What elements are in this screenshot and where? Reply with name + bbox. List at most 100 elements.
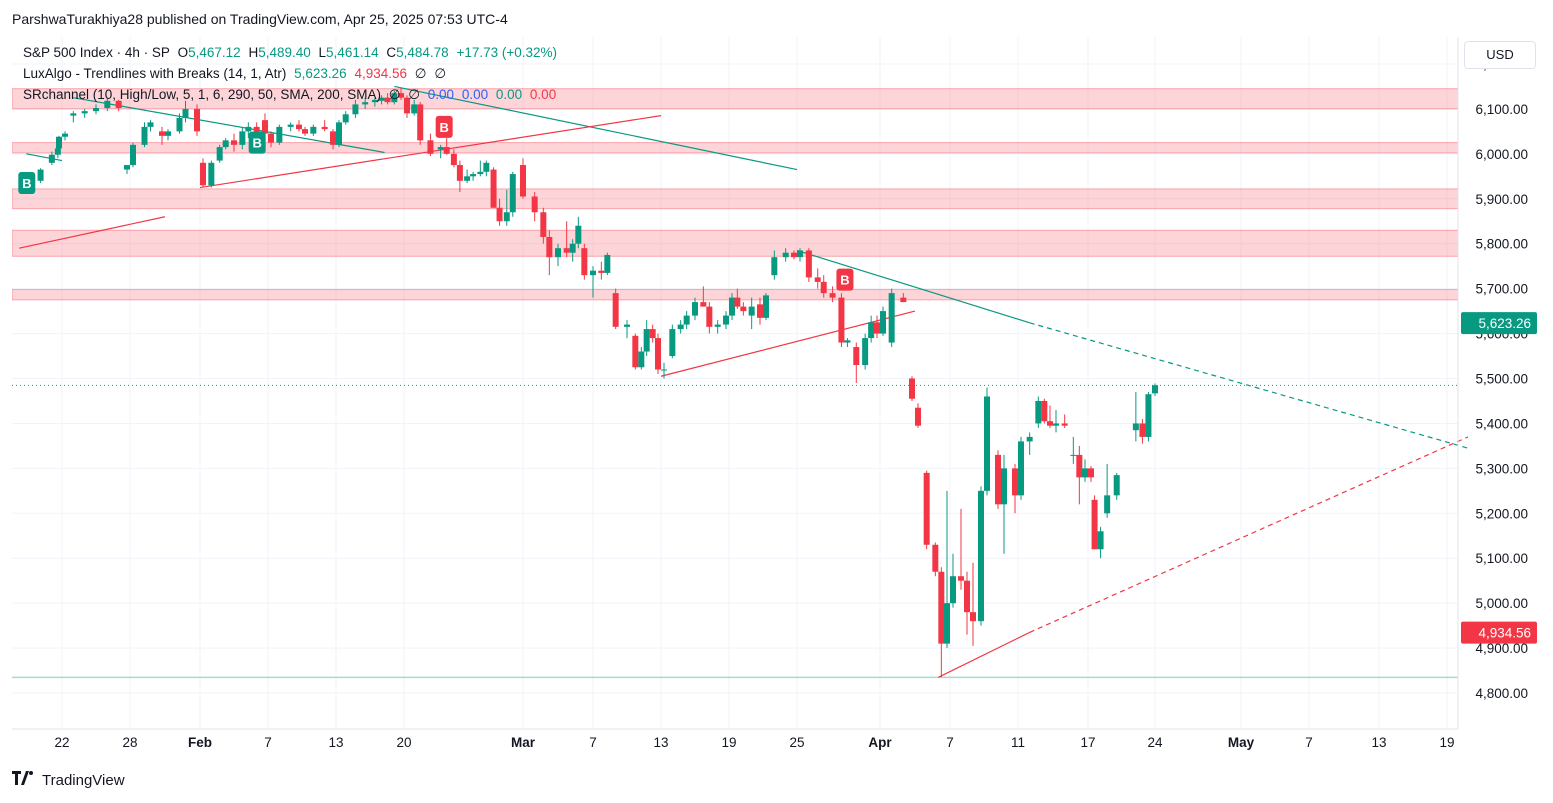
candle	[245, 126, 252, 132]
candle	[829, 293, 836, 298]
publisher-line: ParshwaTurakhiya28 published on TradingV…	[12, 11, 508, 27]
candle	[490, 169, 497, 208]
candle	[683, 315, 690, 325]
legend-high: 5,489.40	[258, 45, 311, 60]
candle	[268, 133, 274, 143]
candle	[62, 133, 68, 137]
candle	[276, 126, 283, 143]
candle	[569, 243, 576, 253]
candle	[371, 99, 378, 103]
y-tick-label: 5,000.00	[1475, 596, 1528, 611]
indicator-name[interactable]: LuxAlgo - Trendlines with Breaks (14, 1,…	[23, 66, 287, 81]
candle	[176, 117, 183, 132]
indicator-value: ∅	[408, 87, 421, 102]
candle	[575, 225, 582, 244]
candle	[1035, 400, 1042, 424]
candle	[231, 140, 237, 145]
y-tick-label: 4,900.00	[1475, 641, 1528, 656]
candle	[700, 302, 707, 307]
candle	[598, 270, 605, 273]
candle	[1076, 454, 1083, 478]
x-tick-label: 7	[946, 735, 954, 750]
candle	[456, 165, 463, 181]
price-label: 5,623.26	[1478, 316, 1531, 331]
candle	[995, 454, 1001, 505]
candle	[1001, 468, 1007, 505]
legend-indicator-luxalgo[interactable]: LuxAlgo - Trendlines with Breaks (14, 1,…	[23, 66, 450, 82]
candle	[797, 250, 803, 258]
candle	[130, 144, 136, 166]
candle	[216, 147, 223, 161]
candle	[563, 248, 570, 253]
x-tick-label: 25	[789, 735, 804, 750]
x-tick-label: 13	[1371, 735, 1386, 750]
tradingview-logo[interactable]: TradingView	[12, 771, 125, 790]
candle	[509, 174, 516, 213]
candle	[604, 254, 611, 273]
break-label-text: B	[22, 176, 31, 191]
candle	[1053, 423, 1059, 426]
candle	[296, 124, 302, 130]
candle	[984, 396, 990, 491]
candle	[503, 212, 510, 222]
candle	[748, 306, 755, 316]
uptrend-line	[660, 310, 916, 377]
candle	[958, 576, 964, 581]
candle	[805, 250, 812, 278]
legend-o-label: O	[177, 45, 189, 60]
y-tick-label: 6,100.00	[1475, 102, 1528, 117]
uptrend-line	[19, 216, 166, 249]
y-tick-label: 5,400.00	[1475, 416, 1528, 431]
candle	[932, 544, 939, 572]
x-tick-label: 20	[396, 735, 411, 750]
candle	[56, 136, 62, 149]
candle	[1026, 436, 1033, 442]
candle	[692, 302, 698, 316]
legend-indicator-srchannel[interactable]: SRchannel (10, High/Low, 5, 1, 6, 290, 5…	[23, 87, 560, 103]
candle	[1082, 468, 1088, 478]
break-label-text: B	[840, 273, 849, 288]
break-label-box	[836, 268, 854, 291]
candle	[70, 113, 77, 116]
currency-selector[interactable]: USD	[1464, 41, 1536, 69]
legend-h-label: H	[248, 45, 259, 60]
x-tick-label: 17	[1080, 735, 1095, 750]
candle	[923, 472, 930, 545]
candle	[1145, 394, 1152, 437]
candle	[782, 252, 789, 258]
candle	[165, 131, 171, 136]
candle	[470, 174, 477, 177]
candle	[1132, 423, 1139, 431]
break-label-text: B	[252, 136, 261, 151]
candle	[483, 162, 490, 172]
y-tick-label: 5,200.00	[1475, 506, 1528, 521]
candle	[54, 148, 61, 155]
x-tick-label: 28	[122, 735, 137, 750]
price-levels	[12, 384, 1458, 679]
candle	[1012, 468, 1018, 496]
indicator-value: ∅	[414, 66, 427, 81]
candlestick-chart[interactable]: B B B B 4,800.00 4,900.00 5,000.00 5,100.00 5,2…	[12, 37, 1540, 759]
candle	[874, 322, 880, 334]
y-axis: 4,800.00 4,900.00 5,000.00 5,100.00 5,200.00…	[1457, 37, 1537, 729]
chart-frame[interactable]: B B B B 4,800.00 4,900.00 5,000.00 5,100.00 5,2…	[12, 37, 1540, 759]
candle	[391, 93, 398, 103]
candle	[970, 612, 976, 622]
legend-symbol[interactable]: S&P 500 Index · 4h · SP	[23, 45, 170, 60]
x-tick-label: 19	[721, 735, 736, 750]
candle	[540, 212, 547, 237]
candle	[649, 329, 656, 339]
candle	[915, 407, 921, 426]
candle	[450, 153, 457, 166]
indicator-name[interactable]: SRchannel (10, High/Low, 5, 1, 6, 290, 5…	[23, 87, 381, 102]
candle	[362, 102, 369, 105]
uptrend-line	[938, 631, 1030, 678]
candle	[853, 347, 860, 366]
candle	[1104, 495, 1111, 514]
price-label: 4,934.56	[1478, 626, 1531, 641]
x-tick-label: Mar	[511, 735, 536, 750]
candle	[546, 236, 553, 258]
candle	[1047, 421, 1053, 426]
candle	[677, 324, 684, 330]
candle	[310, 126, 317, 134]
